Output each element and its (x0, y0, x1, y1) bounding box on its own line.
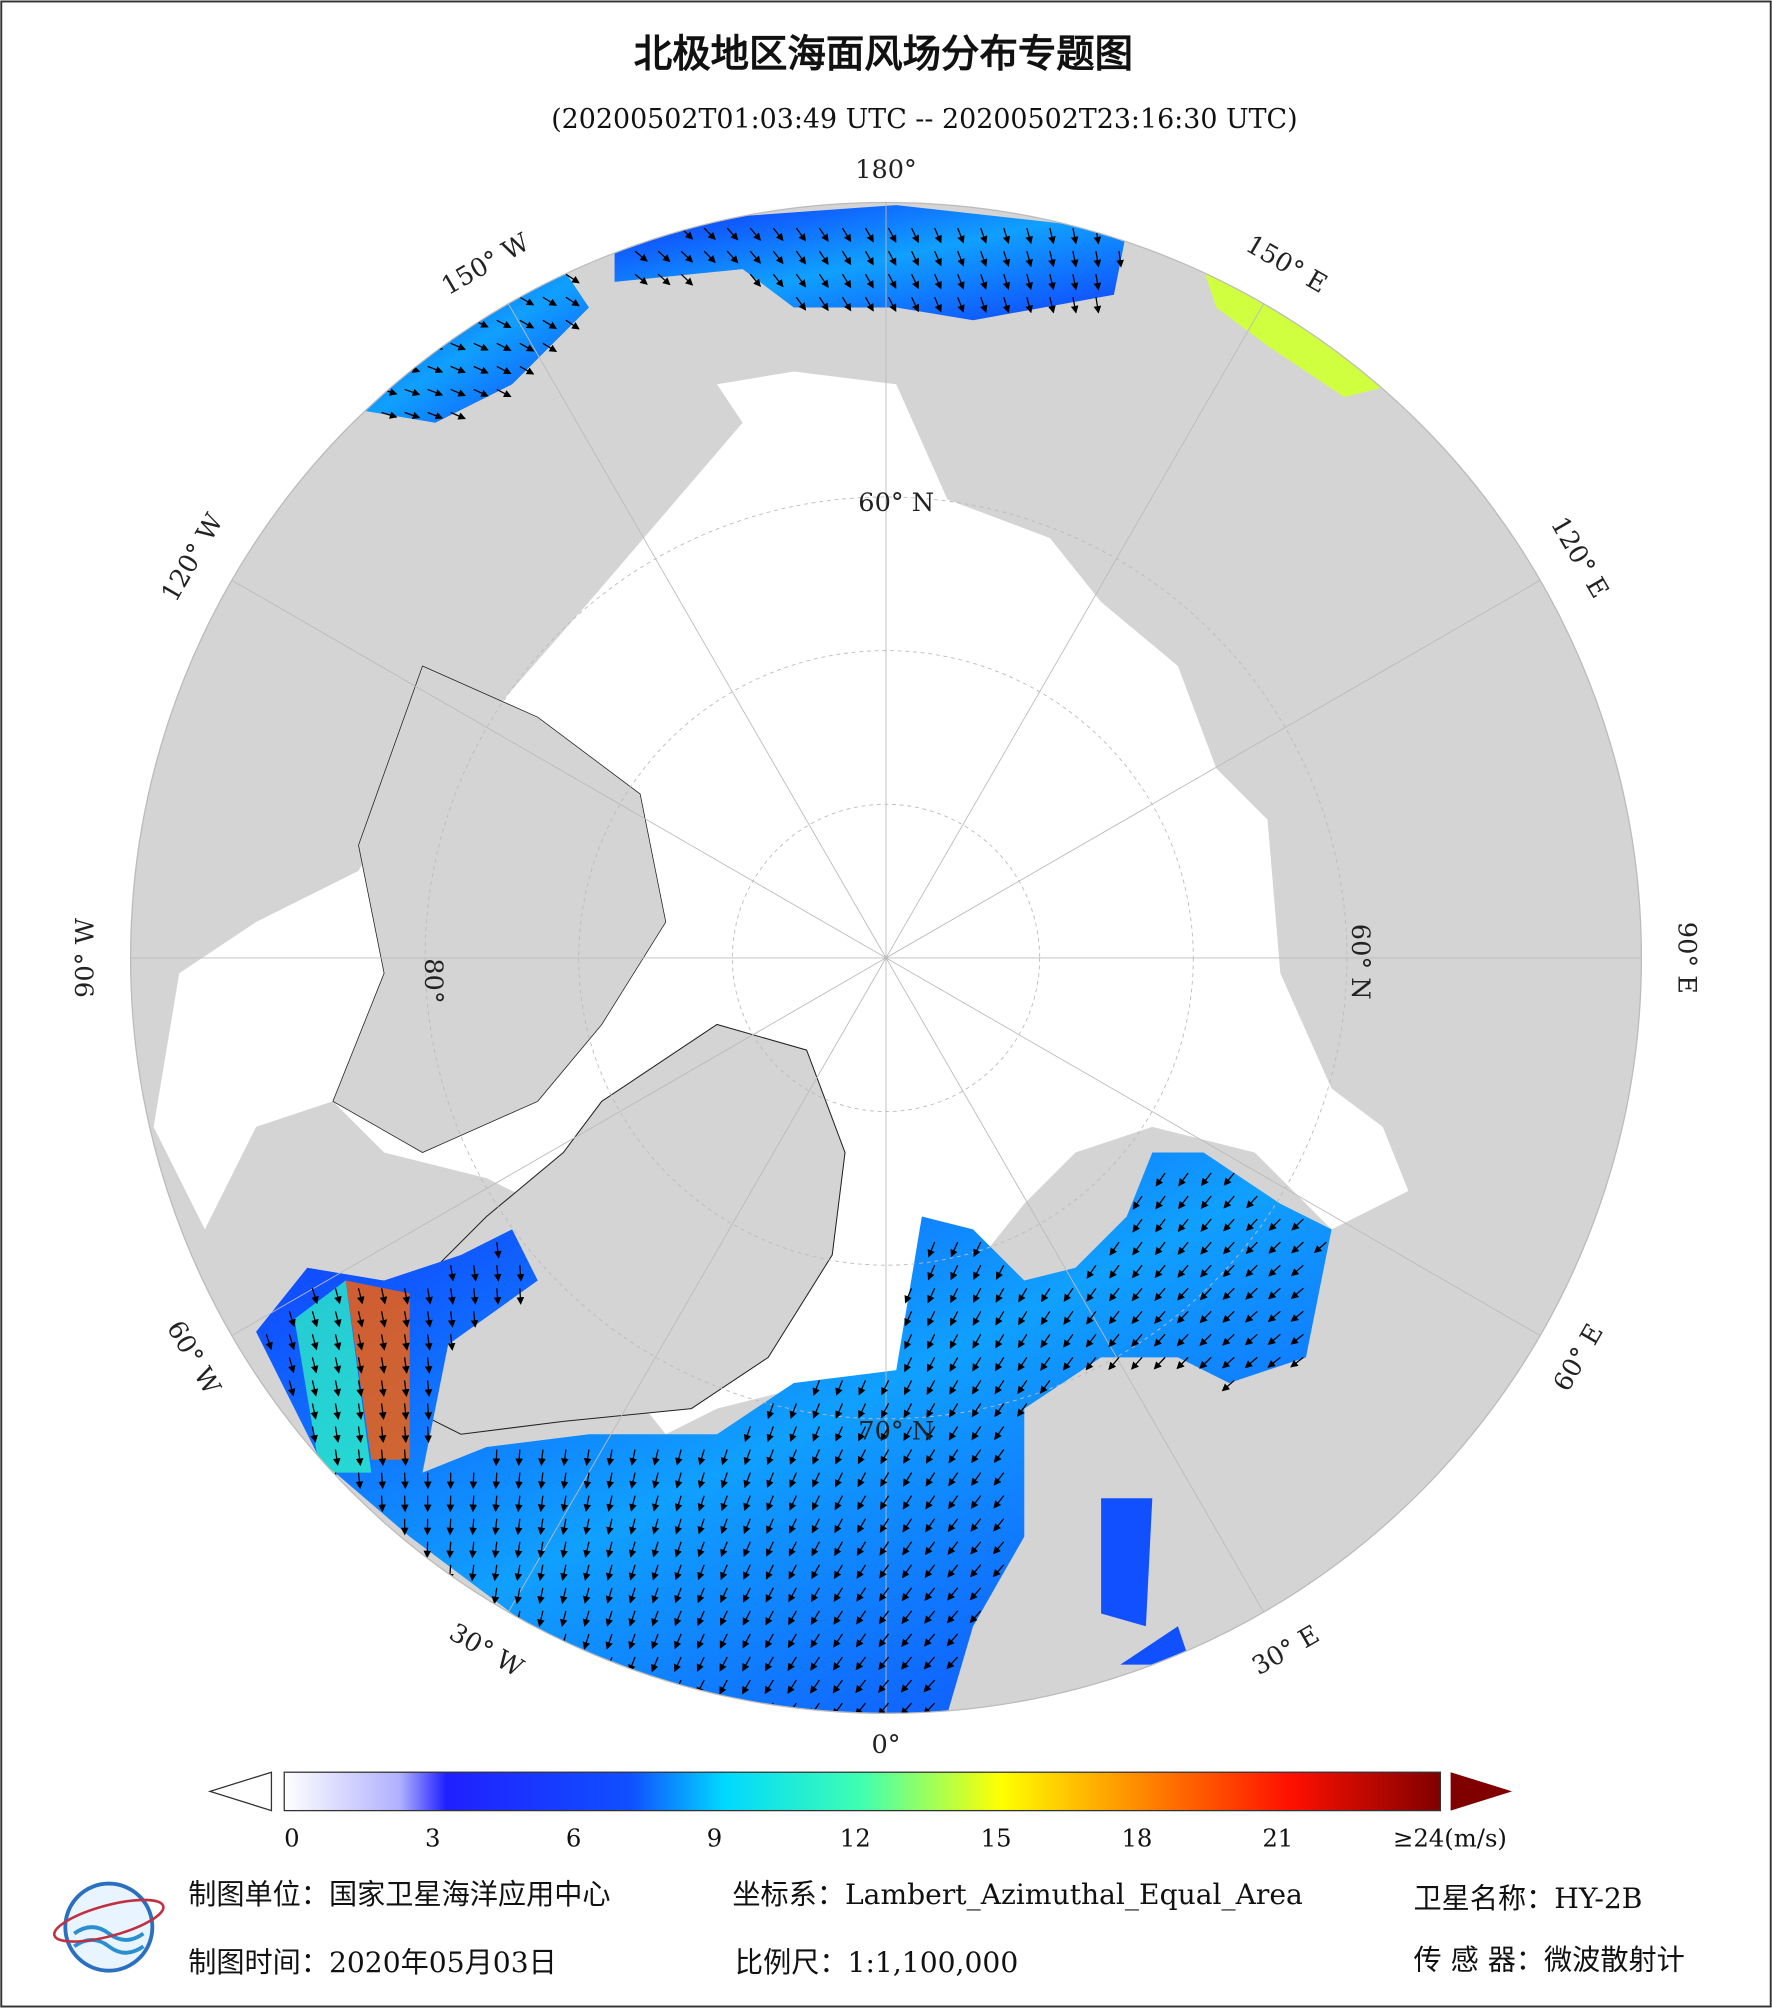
footer-unit: 制图单位：国家卫星海洋应用中心 (188, 1878, 610, 1911)
footer-satellite: 卫星名称：HY-2B (1414, 1882, 1643, 1915)
latitude-label: 70° N (858, 1416, 934, 1446)
wind-arrow (382, 1496, 383, 1511)
wind-arrow (450, 1519, 451, 1534)
wind-arrow (405, 1473, 406, 1488)
wind-arrow (473, 1473, 474, 1488)
colorbar-tick-label: 18 (1121, 1823, 1152, 1852)
wind-arrow (427, 1542, 428, 1557)
colorbar-tick-label: 9 (707, 1823, 722, 1852)
wind-arrow (473, 1496, 474, 1511)
longitude-label: 180° (855, 155, 917, 185)
colorbar-tick-label: 3 (425, 1823, 440, 1852)
colorbar-ramp (284, 1772, 1440, 1810)
longitude-label: 0° (871, 1730, 900, 1760)
title: 北极地区海面风场分布专题图 (634, 32, 1133, 77)
colorbar-unit: (m/s) (1444, 1823, 1507, 1852)
latitude-label: 60° N (858, 488, 934, 518)
footer-scale: 比例尺：1:1,100,000 (735, 1946, 1018, 1979)
colorbar-tick-label: 21 (1262, 1823, 1293, 1852)
longitude-label: 90° W (70, 917, 100, 997)
wind-arrow (520, 1288, 521, 1303)
latitude-label: 60° N (1345, 924, 1375, 1000)
colorbar-max-label: ≥24 (1393, 1823, 1444, 1852)
colorbar-tick-label: 0 (284, 1823, 299, 1852)
latitude-label: 80° (418, 958, 448, 1003)
colorbar-tick-label: 12 (840, 1823, 871, 1852)
footer-sensor: 传 感 器：微波散射计 (1414, 1943, 1685, 1976)
wind-arrow (496, 1450, 497, 1465)
colorbar-tick-label: 15 (981, 1823, 1012, 1852)
colorbar-tick-label: 6 (566, 1823, 581, 1852)
footer-date: 制图时间：2020年05月03日 (188, 1946, 557, 1979)
footer-coordinate: 坐标系：Lambert_Azimuthal_Equal_Area (732, 1878, 1303, 1911)
wind-arrow (428, 1427, 429, 1442)
longitude-label: 90° E (1672, 922, 1702, 994)
subtitle: (20200502T01:03:49 UTC -- 20200502T23:16… (551, 104, 1297, 135)
